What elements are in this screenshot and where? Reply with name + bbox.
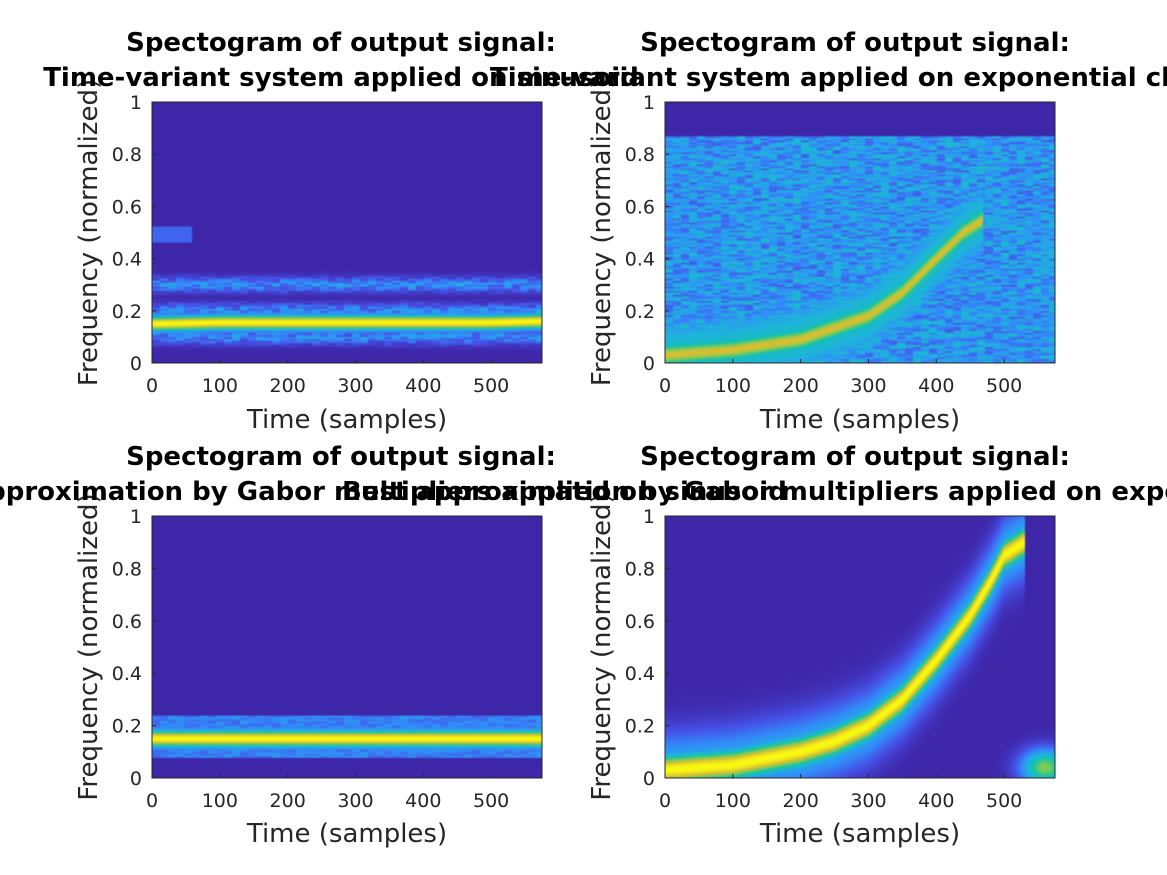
x-axis-label-3: Time (samples) (246, 819, 447, 849)
y-tick-label: 0.4 (112, 663, 142, 685)
y-tick-label: 0 (643, 768, 655, 790)
chart-title-1-line-1: Spectogram of output signal: (126, 28, 556, 58)
y-tick-label: 1 (130, 506, 142, 528)
spectrogram-4 (665, 516, 1055, 778)
x-tick-label: 200 (783, 790, 819, 812)
y-tick-label: 0 (130, 768, 142, 790)
x-axis-label-4: Time (samples) (759, 819, 960, 849)
x-tick-label: 400 (405, 375, 441, 397)
ticks-1: 0 100 200 300 400 500 0 0.2 0.4 0.6 0.8 1 (112, 92, 509, 397)
x-tick-label: 100 (715, 375, 751, 397)
axes-box-4 (664, 515, 1056, 779)
y-tick-label: 0.6 (625, 611, 655, 633)
subplot-2: 0 100 200 300 400 500 0 0.2 0.4 0.6 0.8 1 Time (sam… (587, 79, 1056, 435)
y-tick-label: 0.4 (625, 249, 655, 271)
x-tick-label: 0 (146, 375, 158, 397)
titles: Spectogram of output signal: Time-varian… (0, 28, 1167, 507)
x-tick-label: 400 (918, 375, 954, 397)
subplot-3: 0 100 200 300 400 500 0 0.2 0.4 0.6 0.8 1 Time (sam… (74, 493, 543, 849)
chart-title-4-line-1: Spectogram of output signal: (640, 442, 1070, 472)
axes-box-2 (664, 101, 1056, 364)
x-tick-label: 0 (659, 790, 671, 812)
x-tick-label: 100 (715, 790, 751, 812)
y-axis-label-1: Frequency (normalized) (74, 79, 104, 386)
x-tick-label: 500 (986, 375, 1022, 397)
x-tick-label: 200 (270, 790, 306, 812)
x-tick-label: 300 (850, 375, 886, 397)
spectrogram-1 (152, 102, 542, 363)
y-tick-label: 0.4 (625, 663, 655, 685)
y-tick-label: 0.8 (112, 558, 142, 580)
x-tick-label: 300 (337, 375, 373, 397)
x-axis-label-1: Time (samples) (246, 405, 447, 435)
y-tick-label: 0.4 (112, 249, 142, 271)
y-tick-label: 0 (130, 353, 142, 375)
x-tick-label: 400 (405, 790, 441, 812)
y-tick-label: 0.2 (625, 716, 655, 738)
x-tick-label: 500 (473, 375, 509, 397)
y-tick-label: 0.2 (625, 301, 655, 323)
y-tick-label: 0.8 (112, 144, 142, 166)
chart-title-1-line-2: Time-variant system applied on sinusoid (43, 63, 639, 93)
chart-title-2-line-1: Spectogram of output signal: (640, 28, 1070, 58)
x-tick-label: 100 (202, 790, 238, 812)
chart-title-2-line-2: Time-variant system applied on exponenti… (490, 63, 1167, 93)
ticks-2: 0 100 200 300 400 500 0 0.2 0.4 0.6 0.8 1 (625, 92, 1022, 397)
x-tick-label: 300 (337, 790, 373, 812)
ticks-3: 0 100 200 300 400 500 0 0.2 0.4 0.6 0.8 1 (112, 506, 509, 812)
y-tick-label: 1 (643, 506, 655, 528)
x-tick-label: 500 (473, 790, 509, 812)
subplot-4: 0 100 200 300 400 500 0 0.2 0.4 0.6 0.8 1 Time (sam… (587, 493, 1056, 849)
x-tick-label: 200 (783, 375, 819, 397)
y-tick-label: 0.6 (625, 196, 655, 218)
subplot-1: 0 100 200 300 400 500 0 0.2 0.4 0.6 0.8 1 Time (sam… (74, 79, 543, 435)
spectrogram-3 (152, 516, 542, 778)
y-tick-label: 0.2 (112, 301, 142, 323)
x-tick-label: 300 (850, 790, 886, 812)
x-tick-label: 400 (918, 790, 954, 812)
x-tick-label: 0 (146, 790, 158, 812)
chart-title-4-line-2: Best approximation by Gabor multipliers … (342, 477, 1167, 507)
x-tick-label: 500 (986, 790, 1022, 812)
axes-box-3 (151, 515, 543, 779)
x-tick-label: 200 (270, 375, 306, 397)
x-tick-label: 100 (202, 375, 238, 397)
y-axis-label-4: Frequency (normalized) (587, 493, 617, 800)
x-axis-label-2: Time (samples) (759, 405, 960, 435)
y-tick-label: 0.8 (625, 144, 655, 166)
chart-title-3-line-2: Best approximation by Gabor multipliers … (0, 477, 787, 507)
axes-box-1 (151, 101, 543, 364)
ticks-4: 0 100 200 300 400 500 0 0.2 0.4 0.6 0.8 1 (625, 506, 1022, 812)
y-tick-label: 1 (130, 92, 142, 114)
y-axis-label-2: Frequency (normalized) (587, 79, 617, 386)
x-tick-label: 0 (659, 375, 671, 397)
y-axis-label-3: Frequency (normalized) (74, 493, 104, 800)
chart-title-3-line-1: Spectogram of output signal: (126, 442, 556, 472)
y-tick-label: 0.2 (112, 716, 142, 738)
y-tick-label: 0.8 (625, 558, 655, 580)
y-tick-label: 0.6 (112, 196, 142, 218)
y-tick-label: 0.6 (112, 611, 142, 633)
y-tick-label: 1 (643, 92, 655, 114)
spectrogram-2 (665, 102, 1055, 363)
y-tick-label: 0 (643, 353, 655, 375)
